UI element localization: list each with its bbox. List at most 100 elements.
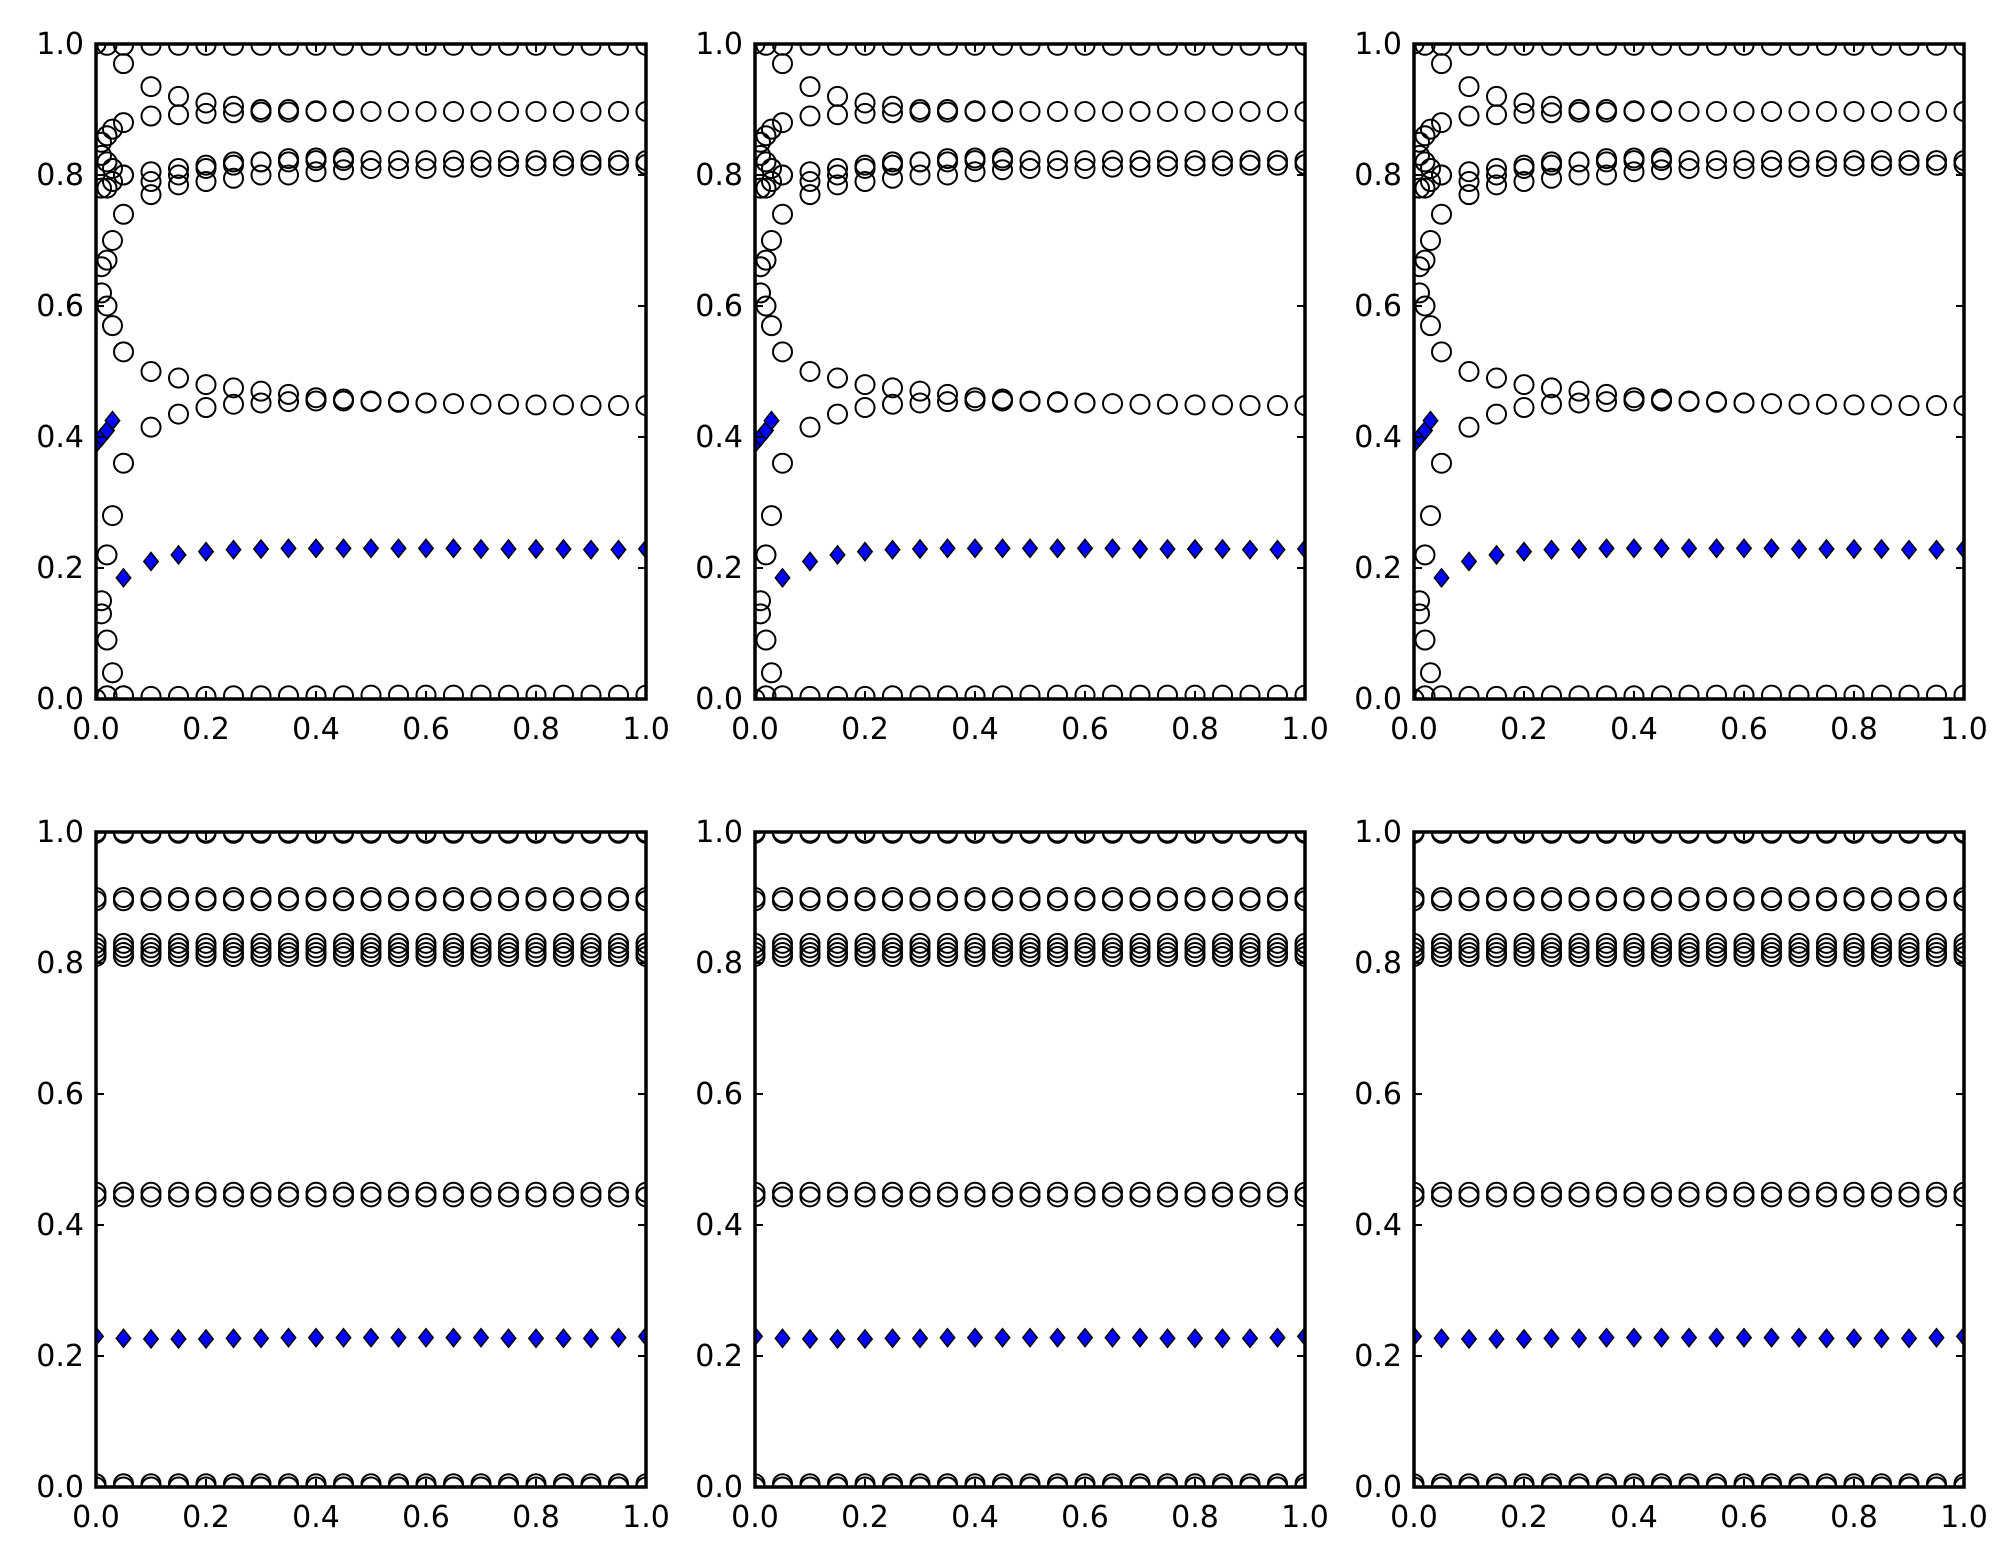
- data-point-circle: [1706, 887, 1727, 908]
- data-point-circle: [1431, 832, 1452, 843]
- data-point-circle: [1926, 150, 1947, 172]
- data-point-circle: [1761, 156, 1782, 178]
- data-point-circle: [525, 942, 547, 964]
- data-point-diamond: [1845, 1328, 1863, 1349]
- data-point-circle: [278, 942, 299, 964]
- data-point-circle: [195, 932, 217, 954]
- data-point-circle: [1596, 164, 1617, 186]
- data-point-diamond: [1433, 567, 1450, 589]
- data-point-circle: [278, 1476, 299, 1487]
- data-point-circle: [1294, 942, 1305, 964]
- data-point-circle: [827, 403, 848, 425]
- data-point-circle: [140, 416, 162, 438]
- data-point-circle: [1541, 887, 1562, 908]
- data-point-circle: [1431, 1476, 1452, 1487]
- data-point-circle: [1267, 1476, 1288, 1487]
- data-point-circle: [1761, 1473, 1782, 1487]
- data-point-circle: [1596, 685, 1617, 699]
- subplot-bottom-left: 0.0 0.2 0.4 0.6 0.8 1.0 0.0 0.2 0.4 0.6 0.8 1.0: [36, 815, 670, 1535]
- data-point-circle: [1596, 1181, 1617, 1203]
- data-point-circle: [498, 1186, 519, 1208]
- data-point-circle: [1733, 1473, 1755, 1487]
- data-point-circle: [1212, 1473, 1233, 1487]
- data-point-circle: [1414, 1473, 1425, 1487]
- data-point-circle: [498, 832, 519, 843]
- data-point-circle: [854, 932, 876, 954]
- data-point-circle: [360, 832, 382, 843]
- data-point-diamond: [1131, 538, 1149, 560]
- data-point-circle: [140, 942, 162, 964]
- data-point-diamond: [1598, 538, 1615, 559]
- data-point-circle: [1953, 1181, 1964, 1203]
- data-point-circle: [1239, 942, 1261, 964]
- data-point-circle: [854, 685, 876, 699]
- data-point-circle: [799, 171, 821, 193]
- data-point-circle: [827, 164, 848, 186]
- data-point-circle: [882, 832, 903, 843]
- data-point-circle: [388, 942, 409, 964]
- data-point-circle: [250, 1476, 272, 1487]
- data-point-circle: [1513, 1181, 1535, 1203]
- data-point-circle: [772, 341, 793, 363]
- data-point-circle: [1267, 942, 1288, 964]
- plot-area: [755, 44, 1305, 699]
- data-point-diamond: [1104, 1327, 1121, 1348]
- y-tick-label: 0.4: [36, 420, 84, 455]
- data-point-circle: [1420, 315, 1441, 337]
- data-point-circle: [1431, 341, 1452, 363]
- data-point-circle: [761, 118, 782, 140]
- data-point-circle: [388, 932, 409, 954]
- data-point-circle: [909, 1186, 931, 1208]
- data-point-circle: [827, 932, 848, 954]
- data-point-circle: [1486, 367, 1507, 389]
- data-point-circle: [580, 937, 602, 959]
- data-point-diamond: [335, 538, 352, 559]
- data-point-circle: [1788, 156, 1810, 178]
- data-point-circle: [1871, 684, 1892, 699]
- data-point-circle: [755, 932, 766, 954]
- data-point-circle: [937, 685, 958, 699]
- data-point-diamond: [1159, 538, 1176, 560]
- data-point-circle: [772, 1473, 793, 1487]
- data-point-circle: [415, 684, 437, 699]
- data-point-circle: [1212, 942, 1233, 964]
- data-point-circle: [799, 685, 821, 699]
- data-point-diamond: [1241, 539, 1259, 560]
- data-point-circle: [1157, 1186, 1178, 1208]
- data-point-circle: [854, 157, 876, 179]
- data-point-circle: [1568, 887, 1590, 908]
- data-point-circle: [937, 99, 958, 120]
- data-point-circle: [1568, 937, 1590, 959]
- x-tick-label: 1.0: [622, 1500, 670, 1535]
- data-point-circle: [278, 383, 299, 405]
- data-point-circle: [827, 685, 848, 699]
- data-point-diamond: [1900, 1328, 1918, 1349]
- subplot-bottom-right: 0.0 0.2 0.4 0.6 0.8 1.0 0.0 0.2 0.4 0.6 0.8 1.0: [1354, 815, 1988, 1535]
- data-point-circle: [96, 629, 118, 651]
- data-point-circle: [223, 95, 244, 117]
- data-point-circle: [1541, 102, 1562, 124]
- data-point-circle: [415, 157, 437, 179]
- x-tick-label: 0.8: [1830, 712, 1878, 747]
- data-point-circle: [992, 832, 1013, 843]
- data-point-circle: [360, 1473, 382, 1487]
- data-point-circle: [1212, 1476, 1233, 1487]
- data-point-circle: [1898, 100, 1920, 122]
- data-point-diamond: [774, 1328, 791, 1349]
- x-tick-label: 0.6: [1720, 1500, 1768, 1535]
- data-point-circle: [415, 1181, 437, 1203]
- data-point-circle: [1074, 887, 1096, 908]
- y-tick-label: 1.0: [695, 815, 743, 850]
- data-point-circle: [1129, 832, 1151, 843]
- data-point-circle: [1212, 932, 1233, 954]
- data-point-circle: [1129, 393, 1151, 415]
- data-point-diamond: [390, 538, 407, 559]
- data-point-circle: [195, 374, 217, 396]
- data-point-circle: [305, 147, 327, 169]
- data-point-circle: [909, 99, 931, 120]
- data-point-circle: [1926, 1476, 1947, 1487]
- data-point-circle: [1047, 1186, 1068, 1208]
- data-point-circle: [1898, 154, 1920, 176]
- data-point-diamond: [774, 567, 791, 589]
- data-point-diamond: [142, 1328, 160, 1350]
